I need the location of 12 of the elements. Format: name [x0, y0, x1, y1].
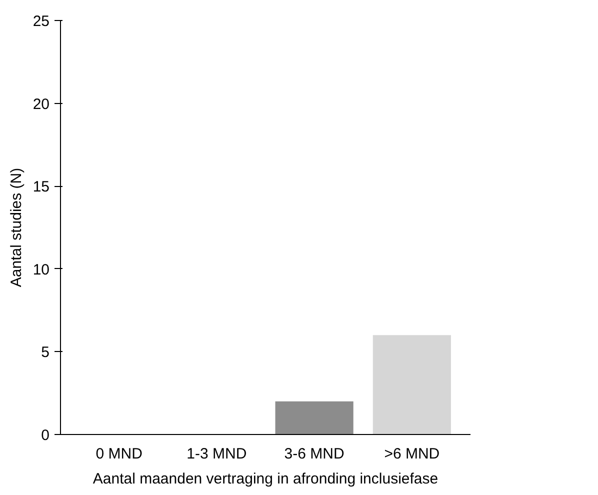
y-tick-label: 5: [41, 344, 50, 362]
x-tick-label: 1-3 MND: [186, 446, 247, 462]
x-tick-label: 0 MND: [96, 446, 143, 462]
x-tick-label: >6 MND: [384, 446, 440, 462]
y-tick-label: 10: [32, 261, 50, 278]
y-tick-label: 25: [32, 13, 50, 30]
x-tick-label: 3-6 MND: [284, 446, 344, 462]
y-tick-label: 15: [32, 178, 50, 196]
x-axis-title: Aantal maanden vertraging in afronding inclusiefase: [92, 470, 438, 488]
y-tick-label: 0: [41, 427, 50, 444]
y-axis-title: Aantal studies (N): [8, 168, 25, 288]
y-tick-label: 20: [32, 96, 50, 113]
